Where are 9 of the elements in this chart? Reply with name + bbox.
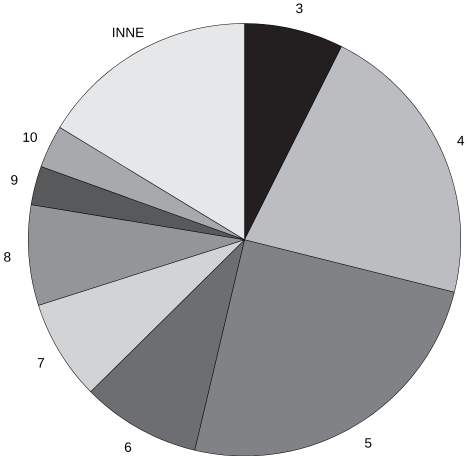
slice-label: 8 (4, 252, 10, 262)
slice-label: 6 (124, 442, 132, 452)
slice-label: 9 (11, 174, 18, 185)
slice-label: 5 (364, 438, 372, 448)
slice-label: INNE (112, 28, 144, 37)
slice-label: 10 (23, 132, 37, 142)
slice-label: 3 (296, 3, 303, 13)
slice-label: 4 (457, 136, 464, 146)
slice-label: 7 (38, 358, 44, 368)
